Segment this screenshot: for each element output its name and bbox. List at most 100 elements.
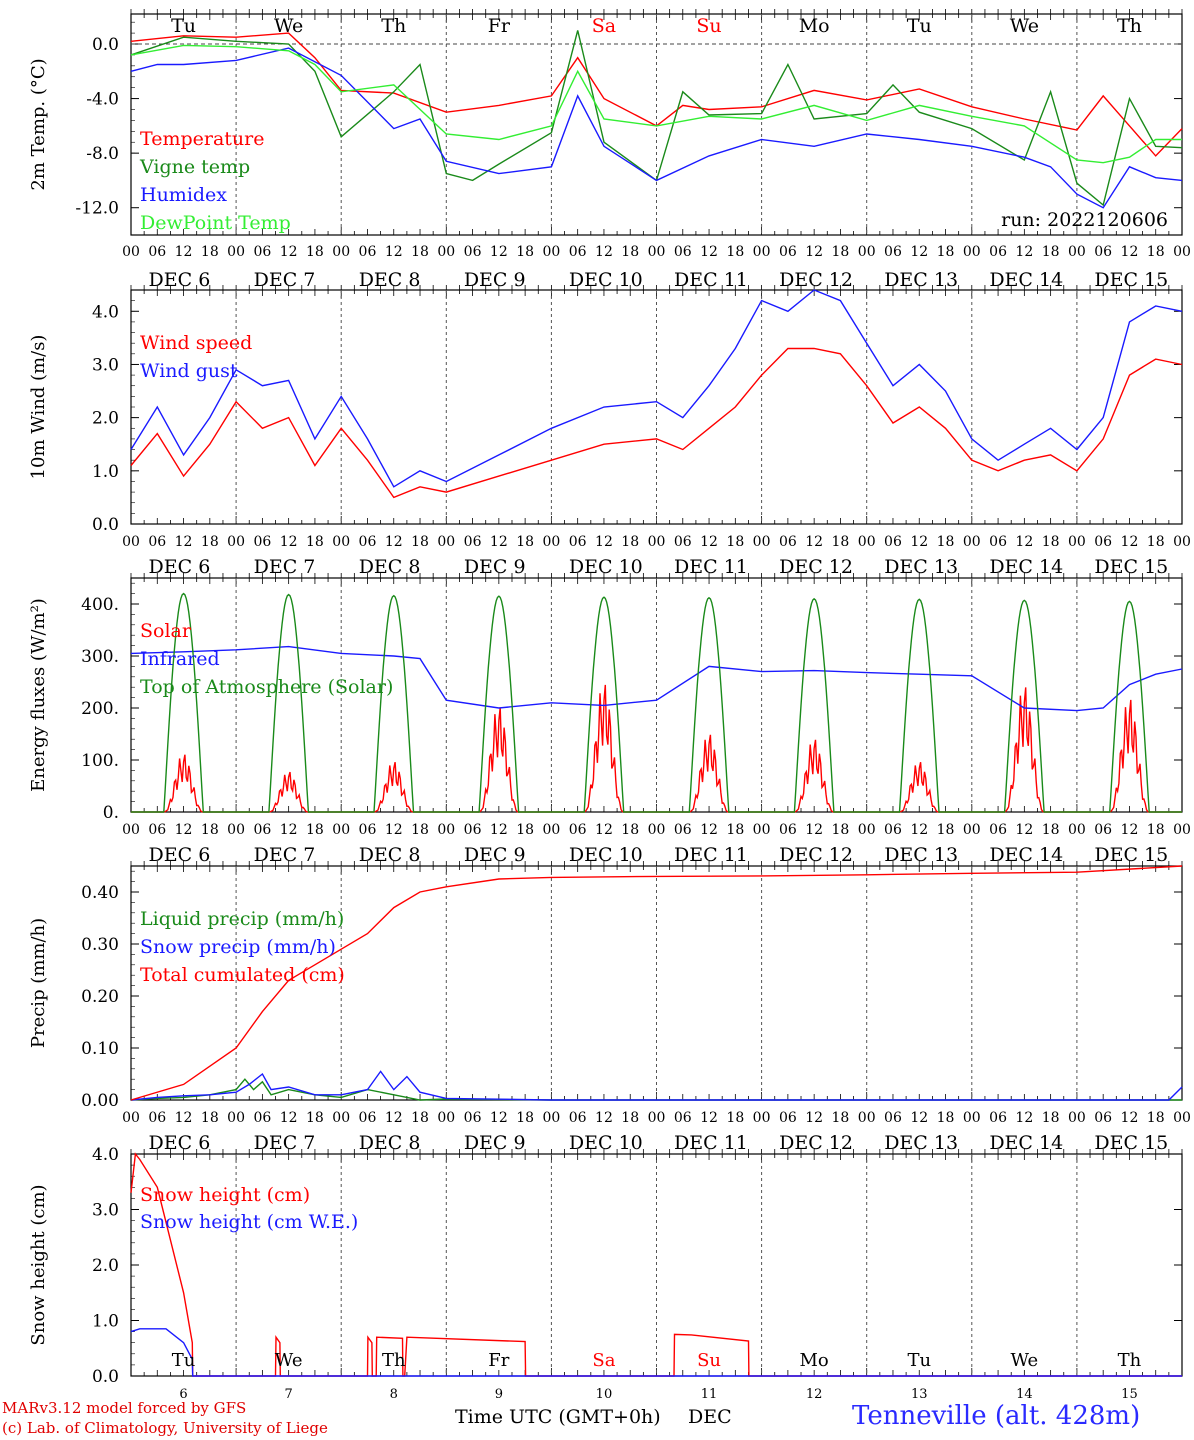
day-label: DEC 7: [254, 1132, 316, 1154]
day-label: DEC 13: [884, 844, 958, 866]
hour-tick-label: 06: [253, 822, 271, 838]
hour-tick-label: 12: [175, 534, 193, 550]
series-line-infrared: [130, 645, 1183, 712]
hour-tick-label: 00: [1173, 244, 1191, 260]
hour-tick-label: 00: [963, 244, 981, 260]
series-line-vigne-temp: [130, 30, 1183, 207]
hour-tick-label: 00: [542, 822, 560, 838]
hour-tick-label: 12: [1121, 1110, 1139, 1126]
y-tick-label: 0.00: [81, 1091, 119, 1111]
hour-tick-label: 06: [674, 1110, 692, 1126]
hour-tick-label: 00: [1068, 244, 1086, 260]
hour-tick-label: 18: [201, 1110, 219, 1126]
hour-tick-label: 00: [648, 1110, 666, 1126]
hour-tick-label: 00: [437, 244, 455, 260]
hour-tick-label: 18: [1042, 1110, 1060, 1126]
hour-tick-label: 06: [884, 244, 902, 260]
hour-tick-label: 12: [1121, 534, 1139, 550]
panel-2: [130, 285, 1183, 525]
day-label: DEC 14: [989, 556, 1063, 578]
hour-tick-label: 12: [490, 244, 508, 260]
hour-tick-label: 06: [359, 822, 377, 838]
y-tick-label: -12.0: [75, 199, 119, 219]
hour-tick-label: 00: [332, 1110, 350, 1126]
hour-tick-label: 18: [411, 244, 429, 260]
day-label: DEC 6: [149, 844, 211, 866]
y-axis-title: Snow height (cm): [28, 1184, 49, 1345]
hour-tick-label: 12: [1015, 244, 1033, 260]
hour-tick-label: 18: [621, 244, 639, 260]
lab-credit: (c) Lab. of Climatology, University of L…: [2, 1419, 328, 1437]
day-label: DEC 15: [1094, 269, 1168, 291]
hour-tick-label: 00: [1173, 1110, 1191, 1126]
hour-tick-label: 06: [359, 534, 377, 550]
hour-tick-label: 00: [858, 244, 876, 260]
hour-tick-label: 18: [937, 822, 955, 838]
y-tick-label: 0.: [103, 803, 119, 823]
weekday-label: Th: [1118, 1350, 1142, 1371]
hour-tick-label: 06: [148, 822, 166, 838]
hour-tick-label: 06: [148, 244, 166, 260]
hour-tick-label: 12: [595, 822, 613, 838]
hour-tick-label: 18: [1042, 244, 1060, 260]
day-label: DEC 12: [779, 269, 853, 291]
hour-tick-label: 06: [253, 1110, 271, 1126]
hour-tick-label: 06: [1094, 822, 1112, 838]
hour-tick-label: 12: [1121, 244, 1139, 260]
y-axis-title: 2m Temp. (°C): [28, 58, 49, 190]
y-tick-label: 0.10: [81, 1039, 119, 1059]
hour-tick-label: 06: [569, 244, 587, 260]
weekday-label: Mo: [800, 1350, 829, 1371]
hour-tick-label: 00: [227, 1110, 245, 1126]
day-label: DEC 6: [149, 1132, 211, 1154]
hour-tick-label: 06: [779, 534, 797, 550]
hour-tick-label: 06: [884, 1110, 902, 1126]
y-tick-label: 0.0: [92, 35, 119, 55]
hour-tick-label: 06: [989, 534, 1007, 550]
day-label: DEC 11: [674, 556, 748, 578]
y-tick-label: 0.0: [92, 515, 119, 535]
x-axis-month: DEC: [688, 1406, 732, 1428]
day-label: DEC 9: [464, 556, 526, 578]
hour-tick-label: 06: [359, 244, 377, 260]
hour-tick-label: 06: [253, 244, 271, 260]
hour-tick-label: 12: [910, 822, 928, 838]
y-tick-label: -8.0: [86, 144, 119, 164]
y-tick-label: 1.0: [92, 1312, 119, 1332]
hour-tick-label: 12: [385, 1110, 403, 1126]
hour-tick-label: 00: [1173, 534, 1191, 550]
hour-tick-label: 06: [1094, 1110, 1112, 1126]
day-label: DEC 13: [884, 1132, 958, 1154]
hour-tick-label: 06: [1094, 244, 1112, 260]
day-label: DEC 14: [989, 269, 1063, 291]
hour-tick-label: 12: [280, 822, 298, 838]
hour-tick-label: 18: [201, 534, 219, 550]
series-line-humidex: [130, 47, 1183, 209]
day-label: DEC 13: [884, 269, 958, 291]
hour-tick-label: 18: [1147, 534, 1165, 550]
hour-tick-label: 18: [516, 534, 534, 550]
y-tick-label: 3.0: [92, 355, 119, 375]
y-tick-label: 0.20: [81, 987, 119, 1007]
weekday-label: We: [274, 15, 303, 37]
hour-tick-label: 00: [753, 1110, 771, 1126]
hour-tick-label: 06: [464, 822, 482, 838]
hour-tick-label: 06: [569, 534, 587, 550]
day-number-label: 13: [911, 1387, 928, 1402]
hour-tick-label: 00: [332, 534, 350, 550]
day-label: DEC 11: [674, 269, 748, 291]
hour-tick-label: 06: [464, 1110, 482, 1126]
hour-tick-label: 12: [805, 1110, 823, 1126]
hour-tick-label: 18: [1147, 822, 1165, 838]
hour-tick-label: 12: [280, 534, 298, 550]
hour-tick-label: 00: [753, 244, 771, 260]
weekday-label: Sa: [592, 15, 616, 37]
series-line-top-of-atmosphere-solar-: [131, 592, 1182, 813]
day-label: DEC 13: [884, 556, 958, 578]
weekday-label: Tu: [171, 15, 196, 37]
legend-entry: Infrared: [140, 648, 220, 670]
day-label: DEC 8: [359, 269, 421, 291]
y-axis-title: Energy fluxes (W/m²): [28, 598, 49, 792]
hour-tick-label: 06: [674, 244, 692, 260]
